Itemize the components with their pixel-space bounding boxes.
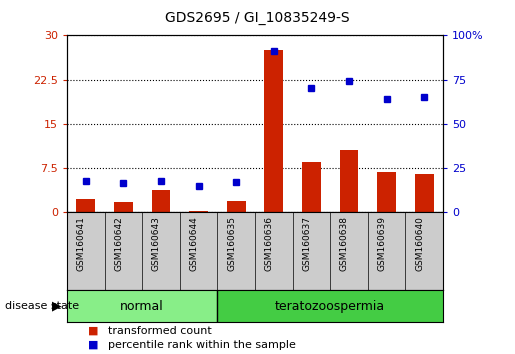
Text: ▶: ▶ (52, 300, 62, 313)
Text: GSM160639: GSM160639 (377, 216, 386, 271)
Text: GSM160642: GSM160642 (114, 216, 124, 271)
Bar (189, 211, 208, 212)
Bar (76, 199, 95, 212)
Bar (227, 201, 246, 212)
Text: GSM160643: GSM160643 (152, 216, 161, 271)
Bar (151, 190, 170, 212)
Text: GSM160636: GSM160636 (265, 216, 273, 271)
Text: GSM160641: GSM160641 (77, 216, 85, 271)
Bar (415, 174, 434, 212)
Bar (339, 150, 358, 212)
Bar (302, 162, 321, 212)
Text: ■: ■ (88, 340, 98, 350)
Text: ■: ■ (88, 326, 98, 336)
Bar (217, 290, 443, 322)
Text: percentile rank within the sample: percentile rank within the sample (108, 340, 296, 350)
Text: transformed count: transformed count (108, 326, 212, 336)
Text: GSM160638: GSM160638 (340, 216, 349, 271)
Text: GSM160637: GSM160637 (302, 216, 311, 271)
Text: GSM160640: GSM160640 (415, 216, 424, 271)
Text: GSM160635: GSM160635 (227, 216, 236, 271)
Bar (67, 290, 217, 322)
Text: teratozoospermia: teratozoospermia (275, 300, 385, 313)
Text: GSM160644: GSM160644 (190, 216, 198, 271)
Bar (114, 202, 133, 212)
Text: disease state: disease state (5, 301, 79, 311)
Text: normal: normal (121, 300, 164, 313)
Bar (264, 50, 283, 212)
Bar (377, 172, 396, 212)
Text: GDS2695 / GI_10835249-S: GDS2695 / GI_10835249-S (165, 11, 350, 25)
